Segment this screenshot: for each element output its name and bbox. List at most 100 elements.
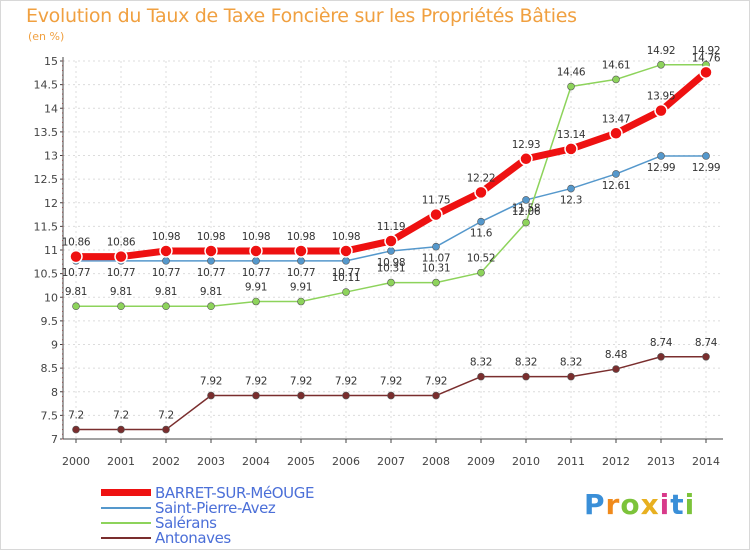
proxiti-logo: Proxiti (584, 488, 695, 521)
data-point (609, 126, 623, 141)
data-label: 7.2 (68, 410, 84, 422)
data-label: 7.2 (113, 410, 129, 422)
data-point (249, 244, 263, 258)
data-point (657, 352, 665, 361)
data-label: 14.46 (557, 67, 586, 79)
data-label: 13.47 (602, 113, 631, 125)
data-label: 8.74 (650, 337, 673, 349)
logo-letter: t (670, 488, 685, 521)
logo-letter: P (584, 488, 606, 521)
data-point (339, 244, 353, 258)
data-label: 10.31 (422, 263, 451, 275)
data-point (699, 65, 713, 80)
x-tick-label: 2005 (287, 455, 315, 468)
data-point (294, 244, 308, 258)
data-label: 9.81 (65, 286, 87, 298)
data-label: 14.76 (692, 52, 721, 64)
data-labels: 10.86 10.86 10.98 10.98 10.98 10.98 10.98 11.19… (62, 45, 721, 422)
data-label: 10.77 (62, 267, 91, 279)
x-tick-label: 2004 (242, 455, 270, 468)
x-tick-label: 2002 (152, 455, 180, 468)
logo-letter: r (605, 488, 621, 521)
data-label: 9.81 (200, 286, 222, 298)
data-label: 9.81 (110, 286, 132, 298)
data-point (162, 257, 170, 265)
data-label: 7.92 (335, 376, 357, 388)
data-label: 9.91 (245, 282, 267, 294)
data-label: 10.52 (467, 253, 496, 265)
data-point (612, 365, 620, 373)
y-axis-unit: (en %) (28, 30, 65, 43)
data-point (342, 288, 350, 296)
data-label: 14.61 (602, 59, 631, 71)
data-label: 10.77 (242, 267, 271, 279)
data-label: 11.75 (422, 195, 451, 207)
data-label: 10.98 (152, 231, 181, 243)
data-label: 7.92 (245, 376, 267, 388)
data-label: 10.77 (197, 267, 226, 279)
x-tick-label: 2012 (602, 455, 630, 468)
data-point (162, 302, 170, 311)
data-point (297, 257, 305, 265)
x-tick-label: 2003 (197, 455, 225, 468)
data-label: 12.3 (560, 195, 582, 207)
y-tick-label: 8.5 (41, 362, 59, 375)
data-point (297, 391, 305, 400)
axes: 7 7.5 8 8.5 9 9.5 10 10.5 11 11.5 12 12.5 13 13.5 14 14… (34, 55, 723, 468)
data-label: 10.98 (377, 257, 406, 269)
data-point (207, 257, 215, 265)
data-point (432, 278, 440, 287)
y-tick-label: 10 (44, 291, 58, 304)
data-label: 10.86 (107, 237, 136, 249)
data-point (522, 372, 530, 381)
y-tick-label: 9.5 (41, 315, 59, 328)
y-tick-label: 13.5 (34, 126, 59, 139)
data-label: 11.6 (470, 228, 493, 240)
y-tick-label: 12.5 (34, 173, 59, 186)
data-point (657, 60, 665, 69)
x-tick-label: 2011 (557, 455, 585, 468)
data-point (612, 170, 620, 178)
data-label: 12.22 (467, 172, 496, 184)
data-point (114, 249, 128, 264)
data-point (522, 218, 530, 227)
data-point (252, 391, 260, 400)
data-point (162, 425, 170, 434)
data-point (204, 244, 218, 258)
data-point (384, 234, 398, 248)
data-point (567, 82, 575, 91)
data-label: 14.92 (647, 45, 676, 57)
legend-label: Salérans (155, 514, 217, 532)
legend-swatch (101, 489, 151, 496)
y-tick-label: 7 (51, 433, 58, 446)
data-point (432, 242, 440, 251)
data-point (612, 75, 620, 84)
logo-letter: i (684, 488, 696, 521)
data-point (519, 152, 533, 166)
data-point (159, 244, 173, 258)
data-label: 10.98 (287, 231, 316, 243)
x-tick-label: 2008 (422, 455, 450, 468)
y-tick-label: 7.5 (41, 409, 59, 422)
series (69, 60, 713, 434)
data-point (702, 352, 710, 361)
x-tick-label: 2007 (377, 455, 405, 468)
data-label: 12.93 (512, 139, 541, 151)
data-point (387, 278, 395, 287)
y-tick-label: 11.5 (34, 220, 59, 233)
grid (63, 60, 723, 440)
data-label: 7.92 (425, 376, 447, 388)
logo-letter: i (659, 488, 671, 521)
x-tick-label: 2013 (647, 455, 675, 468)
legend-label: BARRET-SUR-MéOUGE (155, 484, 315, 502)
data-label: 9.81 (155, 286, 177, 298)
legend-label: Antonaves (155, 529, 231, 547)
data-label: 10.98 (242, 231, 271, 243)
data-label: 8.32 (470, 357, 492, 369)
data-label: 11.19 (377, 221, 406, 233)
data-label: 12.06 (512, 206, 541, 218)
data-point (474, 185, 488, 200)
data-label: 7.92 (380, 376, 402, 388)
data-label: 13.95 (647, 91, 676, 103)
